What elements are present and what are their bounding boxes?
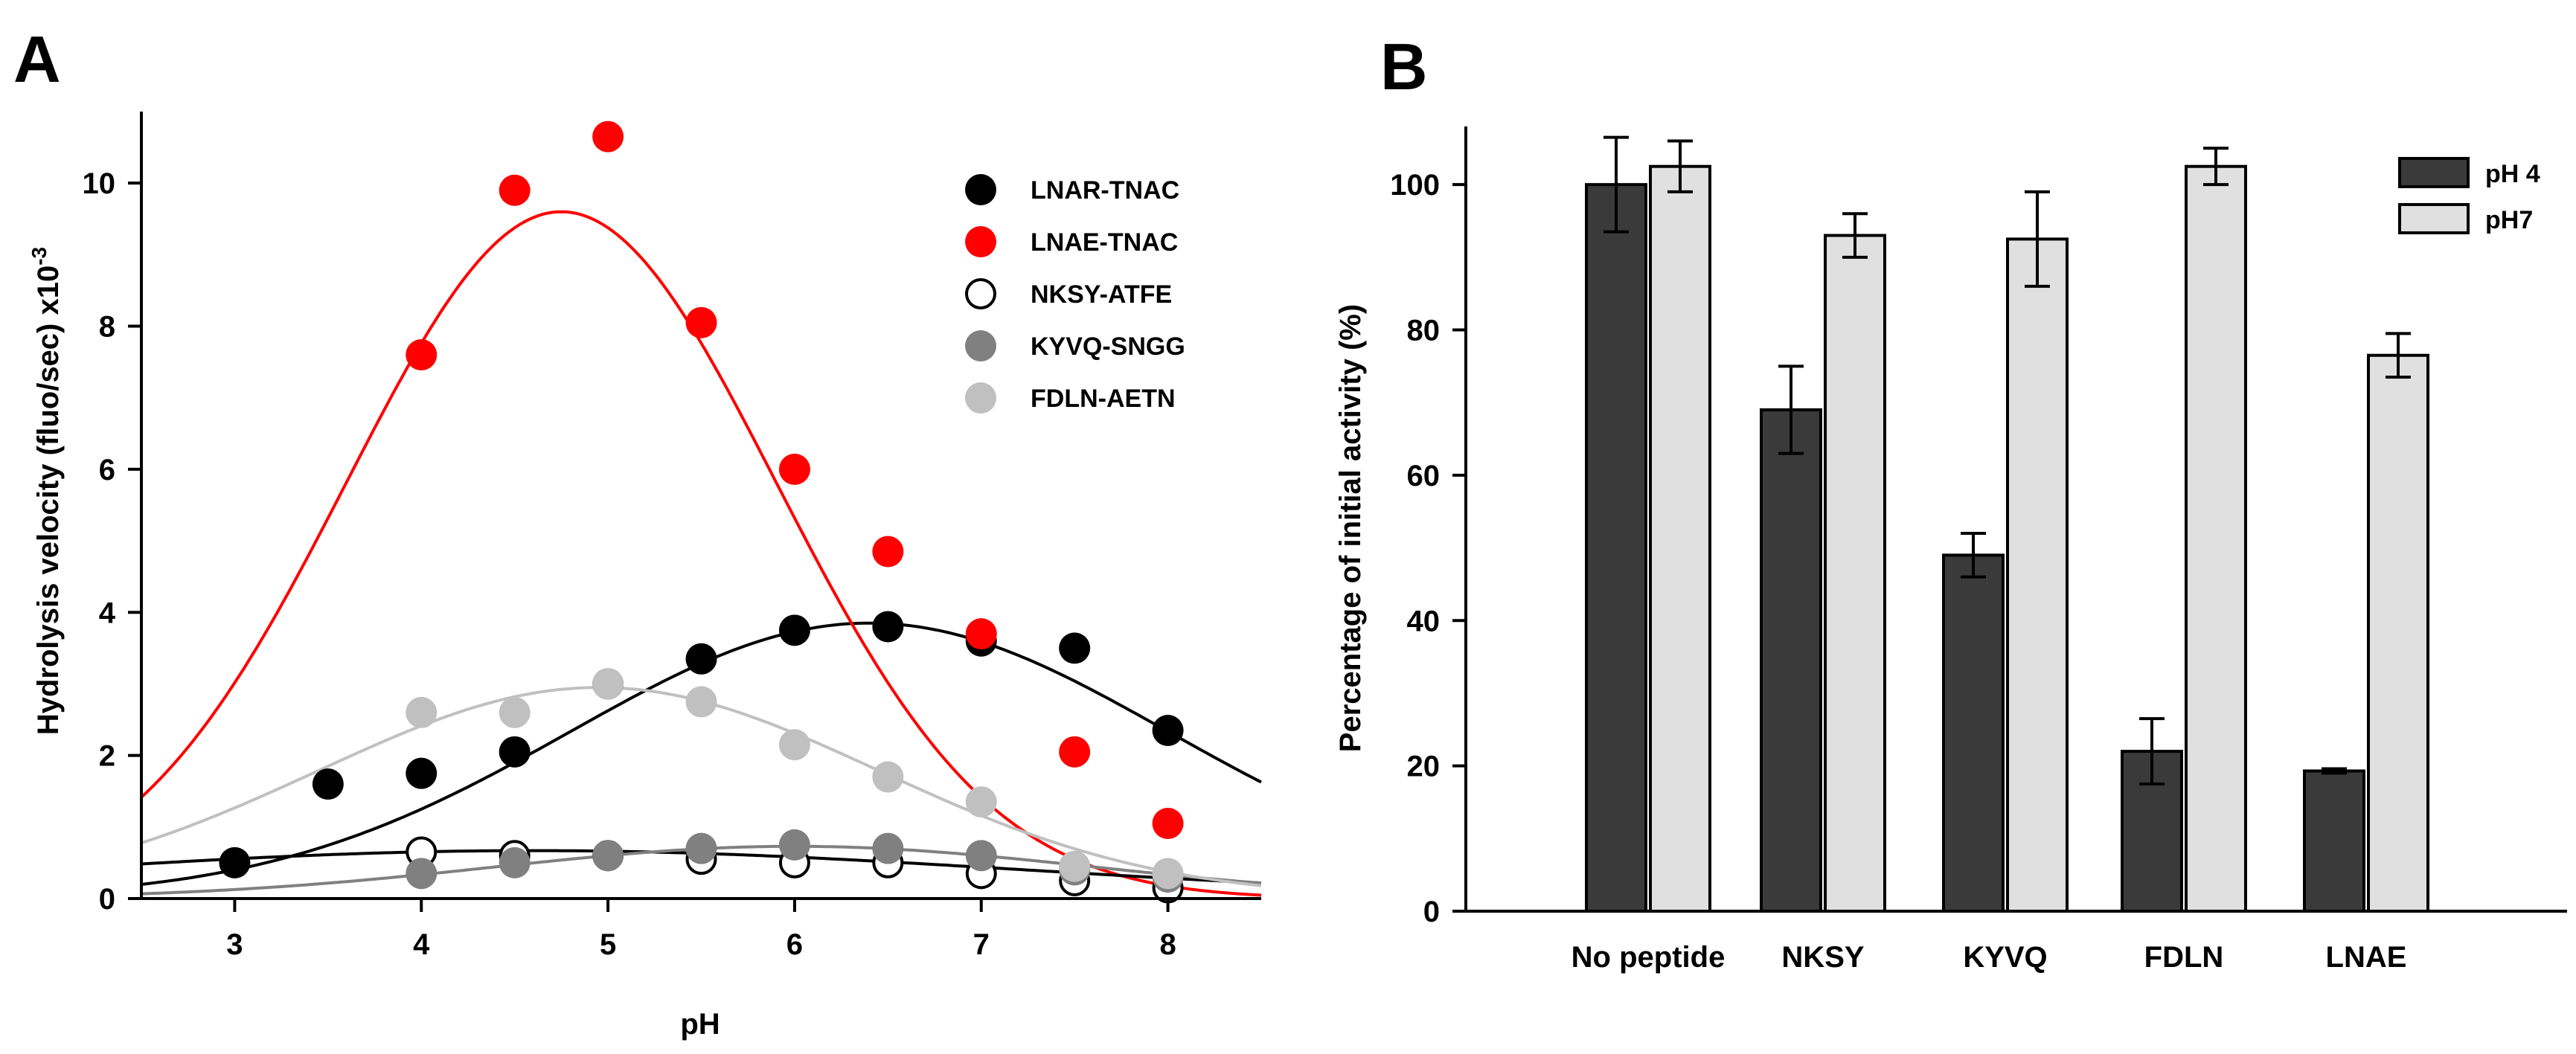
data-point-fdln-aetn-3 [685, 686, 717, 718]
bar-ph-4-kyvq [1942, 553, 2005, 913]
data-point-kyvq-sngg-5 [872, 832, 904, 864]
data-point-fdln-aetn-5 [872, 761, 904, 793]
data-point-kyvq-sngg-3 [685, 832, 717, 864]
x-tick-label-a-8: 8 [1159, 928, 1176, 961]
plot-area-b [1585, 135, 2429, 913]
legend-label-kyvq-sngg: KYVQ-SNGG [1031, 332, 1185, 361]
y-tick-label-a-4: 4 [99, 597, 116, 629]
data-point-lnae-tnac-3 [685, 306, 717, 338]
legend-label-fdln-aetn: FDLN-AETN [1031, 385, 1176, 413]
data-point-kyvq-sngg-6 [965, 840, 997, 872]
y-axis-title-a-exponent: -3 [28, 247, 51, 266]
y-tick-label-b-40: 40 [1407, 605, 1441, 637]
x-tick-label-b-kyvq: KYVQ [1963, 941, 2047, 974]
data-point-lnar-tnac-7 [872, 611, 904, 643]
bar-ph-4-nksy [1760, 408, 1822, 913]
data-point-lnae-tnac-4 [778, 453, 810, 485]
x-tick-label-a-6: 6 [786, 928, 803, 961]
y-tick-label-a-10: 10 [83, 167, 116, 200]
legend-label-ph-4: pH 4 [2485, 160, 2540, 188]
data-point-lnae-tnac-0 [406, 339, 438, 371]
y-tick-label-b-60: 60 [1407, 460, 1441, 492]
legend-label-lnar-tnac: LNAR-TNAC [1031, 176, 1179, 205]
axes-a: 3 4 5 6 7 8 0 2 4 6 8 10 [83, 112, 1261, 961]
panel-a: A 3 4 5 6 7 8 0 2 4 6 8 10 pH Hydrolysis velocity (… [13, 22, 1262, 1041]
x-tick-label-a-7: 7 [973, 928, 990, 961]
legend-marker-lnae-tnac [965, 226, 996, 257]
legend-marker-fdln-aetn [965, 382, 996, 414]
data-point-kyvq-sngg-1 [499, 846, 531, 878]
x-axis-title-a: pH [680, 1008, 720, 1041]
legend-b: pH 4 pH7 [2398, 157, 2540, 234]
x-tick-label-a-5: 5 [600, 928, 616, 961]
panel-b: B No peptide NKSY KYVQ FDLN LNAE 0 20 40 60 80 100… [1334, 30, 2567, 974]
legend-swatch-ph-4 [2398, 157, 2470, 188]
legend-label-ph7: pH7 [2485, 206, 2533, 234]
legend-marker-nksy-atfe [965, 278, 996, 309]
data-point-kyvq-sngg-2 [592, 840, 624, 872]
data-point-lnar-tnac-1 [312, 768, 344, 800]
legend-label-lnae-tnac: LNAE-TNAC [1031, 228, 1178, 257]
plot-area-a [140, 120, 1262, 904]
data-point-fdln-aetn-6 [965, 786, 997, 818]
data-point-lnar-tnac-10 [1152, 714, 1184, 746]
x-tick-label-a-3: 3 [226, 928, 243, 961]
data-point-lnar-tnac-9 [1059, 632, 1091, 664]
y-axis-title-a-main: Hydrolysis velocity (fluo/sec) x10 [32, 266, 65, 735]
x-tick-label-b-no-peptide: No peptide [1571, 941, 1726, 974]
data-point-lnae-tnac-2 [592, 120, 624, 152]
data-point-kyvq-sngg-4 [778, 829, 810, 861]
y-tick-label-a-2: 2 [99, 740, 115, 773]
y-tick-label-b-20: 20 [1407, 751, 1441, 783]
data-point-lnar-tnac-6 [778, 614, 810, 646]
data-point-fdln-aetn-7 [1059, 850, 1091, 882]
data-point-lnae-tnac-8 [1152, 808, 1184, 840]
data-point-lnae-tnac-5 [872, 536, 904, 568]
x-tick-label-a-4: 4 [413, 928, 430, 961]
bar-ph-4-lnae [2303, 769, 2365, 913]
y-tick-label-b-80: 80 [1407, 315, 1441, 347]
bar-ph7-kyvq [2006, 237, 2069, 913]
data-point-lnae-tnac-7 [1059, 736, 1091, 768]
bar-ph-4-no-peptide [1585, 183, 1647, 913]
bar-ph7-fdln [2185, 164, 2247, 913]
bar-ph7-lnae [2367, 353, 2429, 913]
x-tick-label-b-fdln: FDLN [2144, 941, 2224, 974]
bar-ph7-nksy [1824, 234, 1886, 913]
data-point-fdln-aetn-8 [1152, 858, 1184, 890]
y-axis-title-a: Hydrolysis velocity (fluo/sec) x10-3 [28, 247, 65, 735]
y-tick-label-b-0: 0 [1423, 896, 1440, 928]
y-tick-label-b-100: 100 [1390, 169, 1440, 202]
data-point-lnar-tnac-3 [499, 736, 531, 768]
y-tick-label-a-0: 0 [99, 883, 115, 916]
x-tick-label-b-lnae: LNAE [2326, 941, 2407, 974]
data-point-fdln-aetn-1 [499, 696, 531, 728]
y-tick-label-a-8: 8 [99, 311, 115, 344]
y-tick-label-a-6: 6 [99, 454, 115, 486]
data-point-lnae-tnac-1 [499, 174, 531, 206]
bar-ph7-no-peptide [1649, 164, 1711, 913]
data-point-lnar-tnac-5 [685, 643, 717, 675]
data-point-lnar-tnac-0 [219, 846, 251, 878]
legend-marker-lnar-tnac [965, 174, 996, 205]
data-point-fdln-aetn-4 [778, 729, 810, 761]
panel-label-a: A [13, 22, 61, 96]
data-point-fdln-aetn-2 [592, 668, 624, 700]
axes-b: No peptide NKSY KYVQ FDLN LNAE 0 20 40 60 80 100 [1390, 126, 2567, 974]
panel-label-b: B [1380, 30, 1428, 103]
legend-marker-kyvq-sngg [965, 330, 996, 361]
data-point-lnae-tnac-6 [965, 618, 997, 650]
legend-swatch-ph7 [2398, 203, 2470, 234]
y-axis-title-b: Percentage of initial activity (%) [1334, 304, 1367, 752]
x-tick-label-b-nksy: NKSY [1781, 941, 1864, 974]
data-point-lnar-tnac-2 [406, 757, 438, 789]
legend-a: LNAR-TNAC LNAE-TNAC NKSY-ATFE KYVQ-SNGG FDLN… [965, 174, 1185, 414]
legend-label-nksy-atfe: NKSY-ATFE [1031, 280, 1172, 309]
data-point-kyvq-sngg-0 [406, 858, 438, 890]
data-point-fdln-aetn-0 [406, 696, 438, 728]
